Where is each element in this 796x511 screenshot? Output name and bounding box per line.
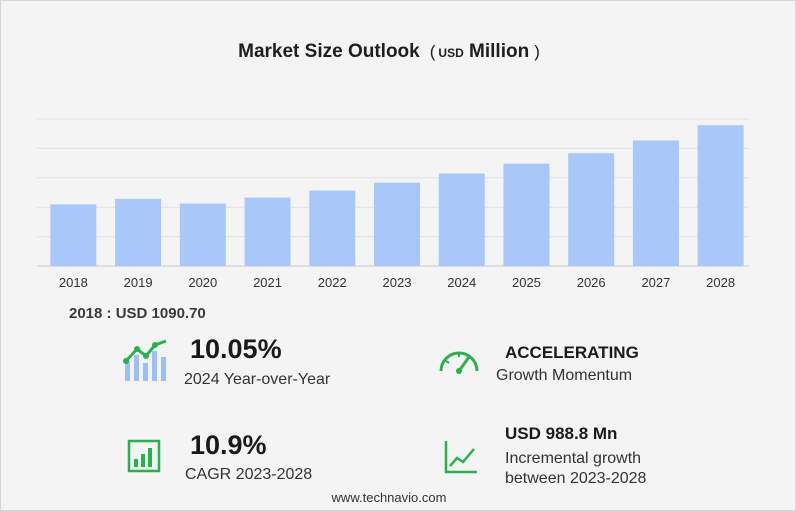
x-tick-label-2023: 2023: [383, 275, 412, 290]
bar-chart: 2018 2019 2020 2021 2022 2023 2024 2025 2026 2027…: [37, 118, 749, 290]
x-tick-label-2021: 2021: [253, 275, 282, 290]
chart-title: Market Size Outlook (USD Million): [1, 41, 777, 63]
bar-2018: [50, 204, 97, 266]
x-tick-label-2018: 2018: [59, 275, 88, 290]
bar-2025: [503, 163, 550, 266]
bar-2019: [115, 198, 162, 266]
x-tick-label-2025: 2025: [512, 275, 541, 290]
incremental-label-2: between 2023-2028: [505, 470, 647, 487]
bar-2022: [309, 190, 356, 266]
yoy-value: 10.05%: [190, 334, 282, 364]
cagr-value: 10.9%: [190, 430, 267, 460]
title-main: Market Size Outlook: [238, 41, 420, 62]
x-tick-label-2026: 2026: [577, 275, 606, 290]
growth-chart-icon: [123, 339, 167, 381]
title-unit-word: Million: [469, 41, 530, 62]
yoy-label: 2024 Year-over-Year: [184, 371, 331, 388]
bar-2021: [244, 197, 291, 266]
bar-2026: [568, 153, 615, 266]
incremental-value: USD 988.8 Mn: [505, 424, 618, 443]
momentum-label: Growth Momentum: [496, 367, 633, 384]
bar-2020: [179, 203, 226, 266]
x-tick-label-2019: 2019: [124, 275, 153, 290]
title-close-paren: ): [534, 42, 540, 61]
bar-2028: [697, 125, 744, 266]
bar-chart-icon: [127, 439, 161, 473]
cagr-label: CAGR 2023-2028: [185, 466, 313, 483]
incremental-label-1: Incremental growth: [505, 450, 642, 467]
x-tick-label-2020: 2020: [188, 275, 217, 290]
x-tick-label-2022: 2022: [318, 275, 347, 290]
bar-2027: [632, 140, 679, 266]
base-year-value: 2018 : USD 1090.70: [69, 305, 206, 322]
footer-url[interactable]: www.technavio.com: [331, 490, 447, 505]
x-tick-label-2027: 2027: [641, 275, 670, 290]
bar-2024: [438, 173, 485, 266]
x-tick-label-2028: 2028: [706, 275, 735, 290]
speedometer-icon: [439, 351, 479, 374]
title-open-paren: (: [429, 42, 436, 61]
bar-2023: [374, 182, 420, 266]
trend-line-icon: [444, 441, 477, 474]
title-unit: USD: [438, 46, 464, 60]
momentum-value: ACCELERATING: [505, 343, 639, 362]
x-tick-label-2024: 2024: [447, 275, 476, 290]
